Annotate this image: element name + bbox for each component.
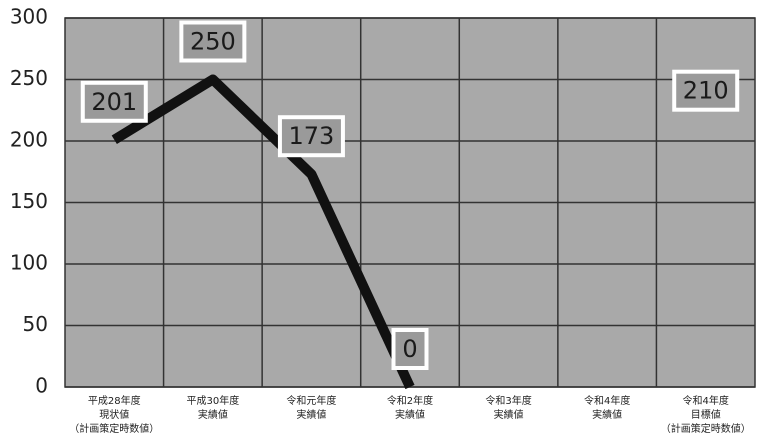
data-label-box	[391, 328, 429, 370]
y-tick-label: 250	[10, 66, 48, 90]
y-tick-label: 150	[10, 189, 48, 213]
x-tick-label: 令和4年度	[584, 394, 630, 407]
x-tick-label: （計画策定時数値）	[69, 422, 159, 435]
data-label: 250	[190, 28, 236, 56]
data-label: 173	[289, 122, 335, 150]
x-tick-label: 実績値	[198, 408, 228, 421]
series-line	[111, 74, 415, 390]
x-tick-label: 現状値	[99, 408, 129, 421]
y-tick-label: 0	[35, 374, 48, 398]
x-tick-label: 実績値	[592, 408, 622, 421]
data-label: 210	[683, 77, 729, 105]
data-label-box	[672, 69, 740, 112]
y-tick-label: 300	[10, 5, 48, 29]
x-tick-label: 平成28年度	[88, 394, 141, 407]
y-tick-label: 200	[10, 128, 48, 152]
data-label-box	[179, 20, 247, 63]
x-tick-label: 実績値	[494, 408, 524, 421]
data-label-box	[277, 115, 345, 158]
data-label: 201	[91, 88, 137, 116]
y-tick-label: 50	[23, 312, 48, 336]
x-tick-label: 令和3年度	[485, 394, 531, 407]
x-tick-label: （計画策定時数値）	[661, 422, 751, 435]
data-label-box	[80, 80, 148, 123]
x-tick-label: 目標値	[691, 408, 721, 421]
x-tick-label: 平成30年度	[186, 394, 239, 407]
x-tick-label: 令和元年度	[286, 394, 336, 407]
x-tick-label: 実績値	[296, 408, 326, 421]
x-tick-label: 令和2年度	[387, 394, 433, 407]
x-tick-label: 実績値	[395, 408, 425, 421]
data-label: 0	[402, 335, 417, 363]
x-tick-label: 令和4年度	[683, 394, 729, 407]
y-tick-label: 100	[10, 251, 48, 275]
